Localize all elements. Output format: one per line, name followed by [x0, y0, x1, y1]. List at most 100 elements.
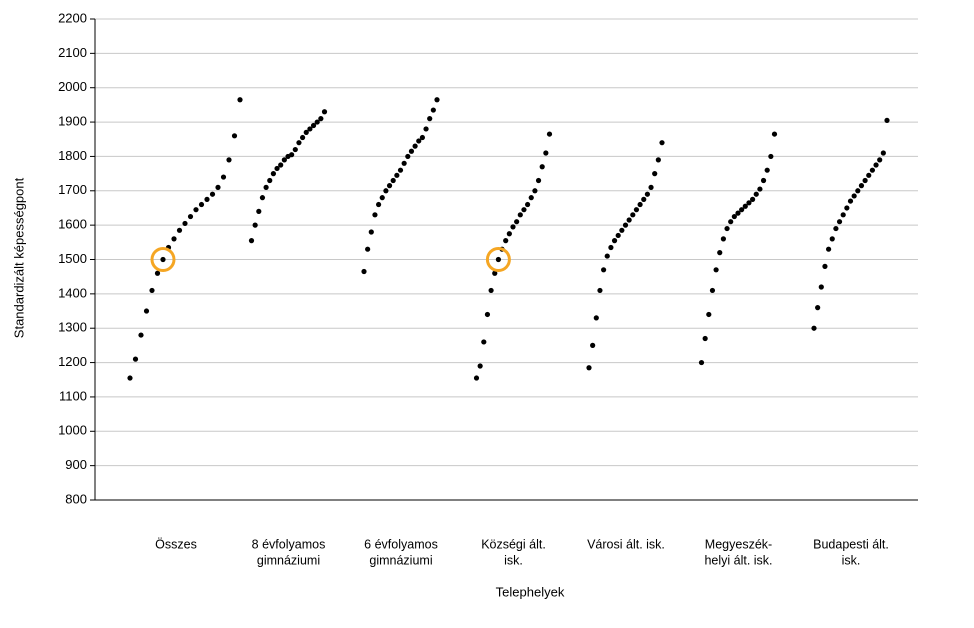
point: [176, 227, 183, 233]
point: [198, 201, 205, 208]
point: [383, 188, 389, 194]
point: [368, 229, 374, 235]
point: [815, 305, 821, 311]
point: [416, 138, 422, 144]
point: [160, 256, 166, 263]
point: [248, 238, 255, 244]
highlight-ring: [485, 247, 511, 272]
point: [405, 153, 411, 160]
point: [434, 97, 440, 103]
y-tick-label: 1100: [59, 388, 87, 403]
point: [274, 165, 280, 172]
x-tick-label: gimnáziumi: [257, 553, 320, 567]
point: [379, 195, 385, 201]
point: [220, 174, 227, 180]
point: [473, 375, 480, 381]
y-tick-label: 900: [65, 457, 87, 472]
x-tick-label: 6 évfolyamos: [364, 537, 438, 551]
point: [300, 134, 306, 141]
y-tick-label: 1700: [58, 182, 87, 197]
point: [604, 253, 610, 259]
point: [655, 157, 661, 163]
point: [127, 375, 133, 381]
point: [597, 287, 603, 294]
point: [171, 236, 177, 242]
point: [270, 171, 276, 177]
point: [884, 117, 890, 123]
point: [525, 201, 531, 208]
point: [193, 207, 199, 213]
x-tick-label: Városi ált. isk.: [587, 537, 665, 551]
point: [626, 217, 632, 223]
point: [514, 219, 520, 225]
point: [401, 160, 407, 166]
point: [742, 203, 748, 209]
point: [209, 191, 216, 197]
point: [503, 238, 509, 244]
point: [826, 246, 832, 252]
point: [281, 157, 287, 163]
point: [204, 196, 210, 202]
point: [833, 225, 839, 232]
point: [138, 332, 144, 338]
point: [528, 195, 534, 201]
point: [706, 311, 712, 318]
point: [698, 359, 705, 366]
y-axis-title: Standardizált képességpont: [11, 177, 26, 338]
highlight-ring: [150, 247, 176, 272]
point: [535, 177, 542, 184]
point: [132, 356, 139, 362]
point: [492, 270, 498, 276]
point: [630, 212, 636, 218]
point: [263, 184, 269, 190]
point: [361, 268, 367, 275]
point: [615, 232, 621, 239]
point: [593, 315, 599, 321]
point: [215, 184, 221, 190]
point: [720, 236, 727, 242]
point: [757, 186, 763, 192]
point: [858, 183, 865, 189]
y-tick-label: 2000: [58, 79, 87, 94]
point: [267, 177, 273, 184]
point: [750, 196, 756, 202]
point: [633, 207, 640, 213]
x-tick-label: Összes: [155, 537, 197, 551]
point: [822, 263, 828, 269]
point: [608, 244, 614, 251]
point: [753, 191, 759, 197]
point: [427, 116, 433, 122]
point: [256, 208, 262, 214]
y-tick-label: 1800: [58, 148, 87, 163]
point: [278, 162, 284, 168]
point: [637, 201, 643, 208]
point: [818, 284, 824, 290]
point: [481, 339, 487, 345]
point: [652, 171, 658, 177]
x-tick-label: helyi ált. isk.: [704, 553, 772, 567]
x-tick-label: isk.: [504, 553, 523, 567]
point: [771, 131, 778, 137]
point: [321, 109, 328, 115]
x-tick-label: 8 évfolyamos: [252, 537, 326, 551]
point: [187, 213, 194, 220]
point: [840, 212, 846, 218]
point: [495, 256, 501, 263]
point: [880, 150, 886, 156]
point: [713, 267, 719, 273]
point: [731, 213, 737, 220]
x-tick-label: gimnáziumi: [369, 553, 432, 567]
point: [869, 167, 876, 173]
point: [484, 311, 491, 318]
y-tick-label: 1900: [58, 114, 87, 129]
x-tick-label: isk.: [842, 553, 861, 567]
x-tick-label: Megyeszék-: [705, 537, 772, 551]
x-axis-title: Telephelyek: [496, 584, 565, 599]
point: [586, 365, 592, 371]
point: [521, 207, 527, 213]
point: [590, 342, 596, 348]
point: [546, 131, 553, 137]
point: [259, 195, 266, 201]
point: [397, 167, 404, 173]
